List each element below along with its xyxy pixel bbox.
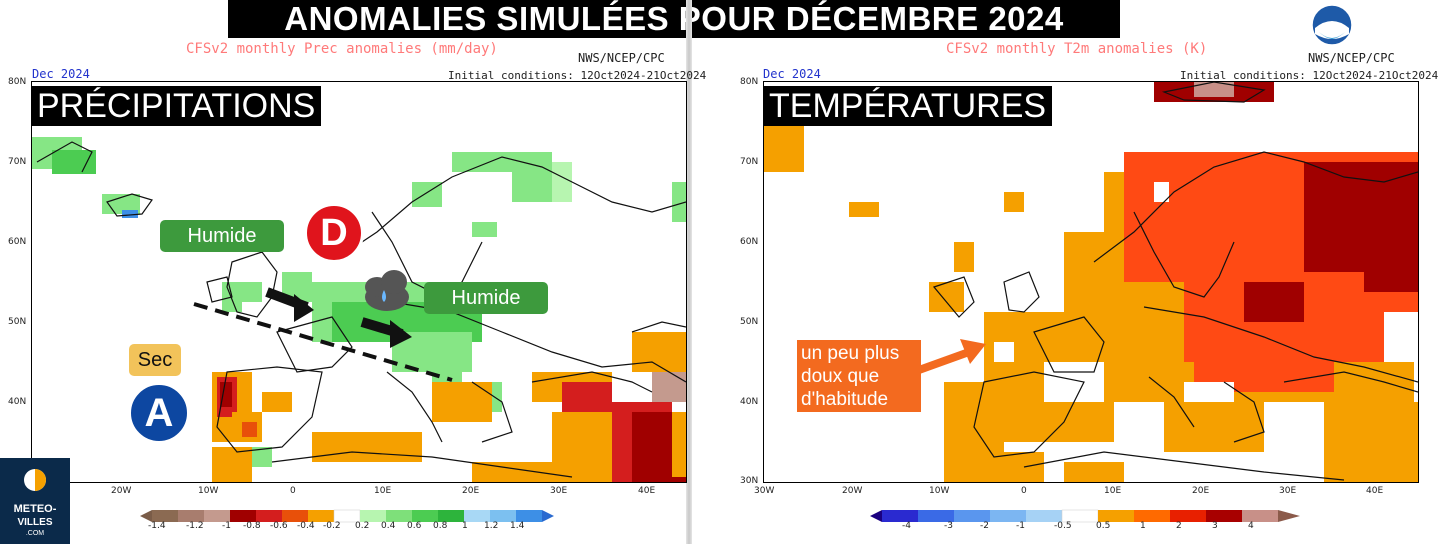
right-initial-conditions: Initial conditions: 12Oct2024-21Oct2024: [1180, 69, 1439, 82]
cb-label: 0.6: [407, 521, 422, 531]
main-title: ANOMALIES SIMULÉES POUR DÉCEMBRE 2024: [228, 0, 1120, 38]
lat-label: 70N: [740, 157, 759, 167]
cb-label: 3: [1212, 521, 1218, 531]
logo-text: METEO-: [13, 503, 57, 515]
cb-label: -4: [902, 521, 911, 531]
lon-label: 40E: [1366, 486, 1384, 496]
warmer-than-usual-label: un peu plus doux que d'habitude: [797, 340, 921, 412]
noaa-logo: [1311, 4, 1353, 46]
cb-label: -3: [944, 521, 953, 531]
lon-label: 20E: [1192, 486, 1210, 496]
dry-anomaly-patches: [212, 332, 686, 482]
lat-label: 40N: [740, 397, 759, 407]
left-date: Dec 2024: [32, 67, 90, 81]
annotation-line: un peu plus: [801, 343, 900, 364]
right-credit: NWS/NCEP/CPC: [1308, 51, 1395, 65]
cb-label: -1: [1016, 521, 1025, 531]
warm-anomaly-patches: [764, 82, 1418, 482]
rain-cloud-icon: [365, 270, 409, 311]
temperature-colorbar: [870, 509, 1320, 528]
annotation-arrow: [917, 348, 971, 374]
right-date: Dec 2024: [763, 67, 821, 81]
logo-text: VILLES: [17, 517, 53, 528]
precip-colorbar-svg: [140, 509, 554, 523]
lat-label: 70N: [8, 157, 27, 167]
lon-label: 20E: [462, 486, 480, 496]
annotation-line: d'habitude: [801, 389, 889, 410]
cb-label: -1.4: [148, 521, 166, 531]
humide-label-central-europe: Humide: [424, 282, 548, 314]
right-panel-title: TEMPÉRATURES: [763, 86, 1053, 126]
noaa-logo-svg: [1311, 4, 1353, 46]
cb-label: 1.2: [484, 521, 499, 531]
right-subtitle: CFSv2 monthly T2m anomalies (K): [946, 41, 1208, 57]
left-initial-conditions: Initial conditions: 12Oct2024-21Oct2024: [448, 69, 707, 82]
lon-label: 10E: [1104, 486, 1122, 496]
cb-label: 4: [1248, 521, 1254, 531]
temperature-colorbar-svg: [870, 509, 1300, 523]
cb-label: -1.2: [186, 521, 204, 531]
lon-label: 10W: [929, 486, 950, 496]
cb-label: -2: [980, 521, 989, 531]
temperature-map-svg: [764, 82, 1418, 482]
lat-label: 50N: [740, 317, 759, 327]
cb-label: 1: [1140, 521, 1146, 531]
cb-label: 0.2: [355, 521, 370, 531]
front-and-arrows: [193, 287, 453, 382]
precip-colorbar: [140, 509, 590, 528]
lat-label: 40N: [8, 397, 27, 407]
annotation-arrowhead: [960, 339, 986, 364]
lon-label: 0: [290, 486, 296, 496]
lat-label: 60N: [8, 237, 27, 247]
lon-label: 20W: [111, 486, 132, 496]
lat-label: 80N: [740, 77, 759, 87]
annotation-line: doux que: [801, 366, 880, 387]
logo-text: .COM: [25, 530, 45, 537]
cb-label: -0.4: [297, 521, 315, 531]
left-credit: NWS/NCEP/CPC: [578, 51, 665, 65]
lon-label: 10W: [198, 486, 219, 496]
cb-label: 0.8: [433, 521, 448, 531]
lon-label: 40E: [638, 486, 656, 496]
cb-label: 0.5: [1096, 521, 1111, 531]
lon-label: 30E: [1279, 486, 1297, 496]
lon-label: 20W: [842, 486, 863, 496]
coastlines: [932, 82, 1418, 481]
cb-label: 2: [1176, 521, 1182, 531]
wet-anomaly-patches: [32, 137, 686, 467]
right-map: [763, 81, 1419, 483]
left-subtitle: CFSv2 monthly Prec anomalies (mm/day): [186, 41, 498, 57]
lat-label: 30N: [740, 476, 759, 486]
image-divider: [686, 0, 692, 544]
low-pressure-marker: D: [304, 203, 364, 263]
humide-label-atlantic: Humide: [160, 220, 284, 252]
lat-label: 80N: [8, 77, 27, 87]
lat-label: 60N: [740, 237, 759, 247]
cb-label: 1: [462, 521, 468, 531]
lon-label: 30W: [754, 486, 775, 496]
lat-label: 50N: [8, 317, 27, 327]
high-pressure-marker: A: [128, 382, 190, 444]
lon-label: 10E: [374, 486, 392, 496]
logo-sun-moon-icon: [24, 469, 46, 491]
cb-label: -0.5: [1054, 521, 1072, 531]
cb-label: -0.2: [323, 521, 341, 531]
cb-label: 1.4: [510, 521, 525, 531]
cb-label: 0.4: [381, 521, 396, 531]
cb-label: -1: [222, 521, 231, 531]
cb-label: -0.8: [243, 521, 261, 531]
lon-label: 0: [1021, 486, 1027, 496]
left-map: [31, 81, 687, 483]
left-panel-title: PRÉCIPITATIONS: [31, 86, 322, 126]
sec-label: Sec: [129, 344, 181, 376]
cb-label: -0.6: [270, 521, 288, 531]
meteo-villes-logo: METEO- VILLES .COM: [0, 458, 70, 544]
lon-label: 30E: [550, 486, 568, 496]
